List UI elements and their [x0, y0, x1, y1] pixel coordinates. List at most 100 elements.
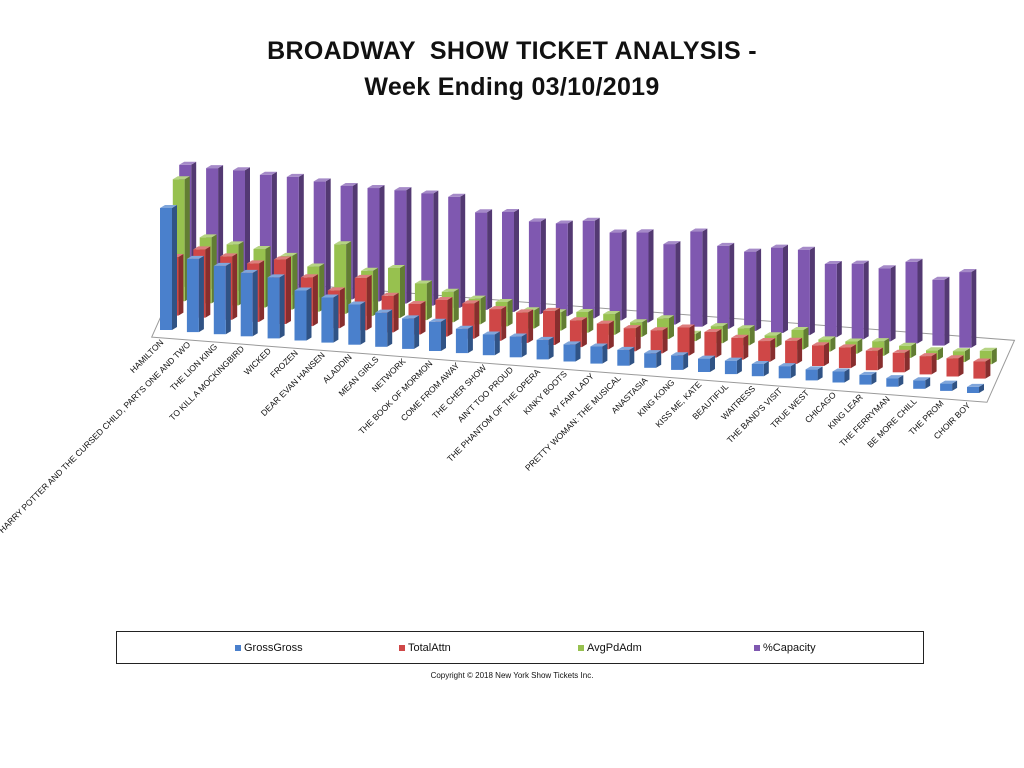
bar-front [812, 345, 824, 366]
bar-top [731, 334, 749, 338]
bar-front [528, 221, 541, 315]
bar-side [414, 315, 420, 349]
bar-top [199, 234, 217, 238]
bar-front [878, 268, 891, 342]
bar-totalattn-the-phantom-of-the-opera [543, 307, 560, 345]
bar-top [926, 347, 943, 351]
bar-grossgross-beautiful [724, 357, 742, 375]
bar-grossgross-mean-girls [375, 309, 393, 347]
bar-side [360, 301, 366, 345]
bar-capacity-true-west [824, 261, 842, 338]
bar-side [393, 292, 399, 333]
chart-title-line1: BROADWAY SHOW TICKET ANALYSIS - [267, 37, 757, 65]
bar-side [971, 269, 977, 348]
bar-capacity-pretty-woman-the-musical [636, 229, 654, 323]
bar-top [892, 349, 910, 353]
bar-side [749, 325, 755, 346]
bar-capacity-waitress [771, 244, 788, 333]
bar-front [321, 297, 334, 343]
bar-side [648, 229, 654, 323]
bar-top [644, 350, 662, 354]
bar-totalattn-waitress [758, 338, 776, 362]
bar-side [594, 217, 600, 319]
bar-side [426, 280, 432, 321]
bar-front [797, 249, 810, 336]
bar-side [695, 330, 701, 342]
bar-top [367, 185, 385, 189]
bar-top [375, 309, 393, 313]
bar-front [590, 346, 603, 364]
bar-side [629, 346, 635, 366]
bar-top [818, 336, 836, 340]
bar-top [805, 366, 823, 370]
bar-front [563, 344, 576, 362]
bar-grossgross-the-band-s-visit [778, 363, 796, 379]
bar-top [441, 288, 459, 292]
bar-side [567, 220, 573, 317]
bar-side [662, 327, 668, 354]
bar-side [507, 299, 513, 327]
bar-capacity-the-phantom-of-the-opera [555, 220, 573, 317]
bar-totalattn-true-west [812, 342, 829, 366]
bar-capacity-king-lear [878, 265, 896, 342]
bar-top [226, 241, 244, 245]
bar-side [675, 241, 681, 325]
bar-top [973, 358, 991, 362]
legend-label-avgpdadm: AvgPdAdm [587, 642, 642, 654]
category-label-the-cher-show: THE CHER SHOW [430, 363, 488, 421]
bar-side [581, 317, 587, 348]
bar-side [259, 260, 265, 322]
bar-grossgross-kinky-boots [563, 341, 581, 362]
bar-side [480, 295, 486, 325]
bar-side [178, 254, 184, 316]
bar-top [213, 262, 231, 266]
bar-grossgross-come-from-away [455, 325, 473, 354]
bar-side [743, 334, 749, 360]
bar-top [771, 244, 788, 248]
bar-side [521, 333, 527, 358]
bar-top [737, 325, 755, 329]
bar-side [400, 264, 405, 318]
bar-front [348, 304, 361, 345]
bar-totalattn-the-ferryman [892, 349, 910, 373]
bar-side [797, 337, 803, 364]
bar-top [475, 209, 493, 213]
bar-front [294, 290, 307, 341]
bar-side [635, 325, 641, 352]
bar-capacity-ain-t-too-proud [528, 218, 546, 315]
bar-totalattn-be-more-chill [919, 353, 937, 375]
bar-top [824, 261, 842, 264]
bar-grossgross-network [402, 315, 420, 349]
bar-side [925, 377, 931, 389]
bar-front [677, 327, 690, 356]
bar-side [198, 255, 204, 333]
bar-grossgross-the-lion-king [213, 262, 231, 335]
bar-top [179, 161, 197, 165]
bar-top [952, 348, 970, 352]
bar-totalattn-the-band-s-visit [785, 337, 803, 364]
bar-side [863, 260, 869, 340]
bar-side [985, 358, 991, 379]
bar-front [617, 349, 630, 366]
bar-capacity-network [421, 190, 439, 306]
bar-front [731, 337, 744, 360]
bar-front [704, 331, 717, 358]
bar-front [932, 279, 945, 346]
bar-side [991, 347, 997, 365]
bar-front [569, 320, 582, 348]
bar-grossgross-anastasia [644, 350, 662, 368]
legend-label-grossgross: GrossGross [244, 642, 303, 654]
bar-top [286, 173, 304, 177]
bar-top [899, 342, 917, 346]
bar-top [636, 229, 654, 233]
bar-side [756, 248, 762, 331]
bar-grossgross-the-cher-show [482, 331, 500, 356]
category-label-the-ferryman: THE FERRYMAN [837, 394, 891, 448]
bar-front [623, 328, 636, 352]
bar-top [932, 276, 950, 280]
bar-front [778, 366, 791, 379]
bar-side [763, 361, 769, 377]
bar-side [770, 338, 776, 362]
bar-top [509, 333, 527, 337]
bar-front [555, 223, 568, 317]
